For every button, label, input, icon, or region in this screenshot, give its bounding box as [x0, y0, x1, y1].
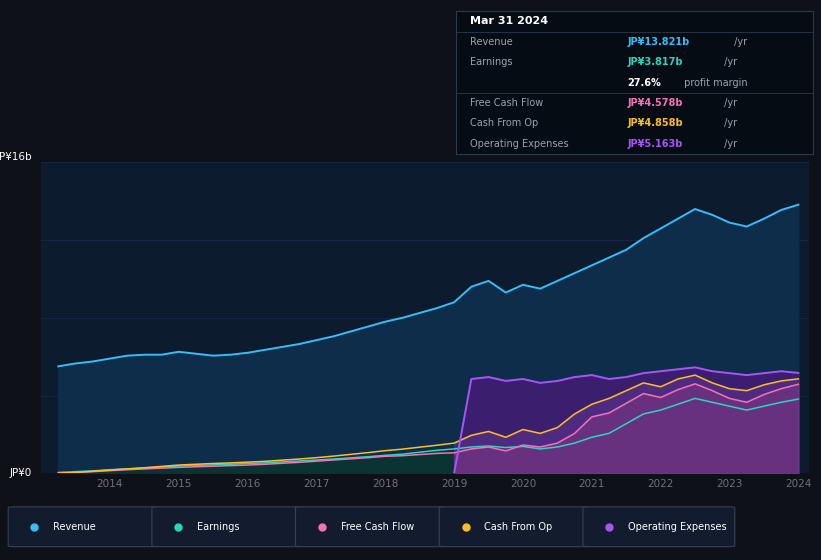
Text: 27.6%: 27.6%	[627, 78, 661, 87]
FancyBboxPatch shape	[152, 507, 304, 547]
Text: JP¥16b: JP¥16b	[0, 152, 32, 162]
Text: Free Cash Flow: Free Cash Flow	[470, 98, 544, 108]
FancyBboxPatch shape	[583, 507, 735, 547]
Text: /yr: /yr	[721, 118, 737, 128]
Text: /yr: /yr	[721, 57, 737, 67]
Text: /yr: /yr	[721, 98, 737, 108]
Text: JP¥4.858b: JP¥4.858b	[627, 118, 683, 128]
Text: Revenue: Revenue	[470, 37, 512, 47]
Text: JP¥3.817b: JP¥3.817b	[627, 57, 682, 67]
FancyBboxPatch shape	[439, 507, 591, 547]
Text: /yr: /yr	[721, 139, 737, 149]
Text: JP¥5.163b: JP¥5.163b	[627, 139, 682, 149]
Text: Operating Expenses: Operating Expenses	[470, 139, 569, 149]
Text: /yr: /yr	[731, 37, 747, 47]
Text: Earnings: Earnings	[470, 57, 512, 67]
Text: Free Cash Flow: Free Cash Flow	[341, 522, 414, 532]
Text: Earnings: Earnings	[197, 522, 240, 532]
Text: Cash From Op: Cash From Op	[470, 118, 539, 128]
Text: Cash From Op: Cash From Op	[484, 522, 553, 532]
Text: Mar 31 2024: Mar 31 2024	[470, 16, 548, 26]
FancyBboxPatch shape	[8, 507, 160, 547]
Text: profit margin: profit margin	[681, 78, 747, 87]
Text: Revenue: Revenue	[53, 522, 96, 532]
FancyBboxPatch shape	[296, 507, 447, 547]
Text: JP¥13.821b: JP¥13.821b	[627, 37, 690, 47]
Text: JP¥0: JP¥0	[10, 468, 32, 478]
Text: JP¥4.578b: JP¥4.578b	[627, 98, 682, 108]
Text: Operating Expenses: Operating Expenses	[628, 522, 727, 532]
